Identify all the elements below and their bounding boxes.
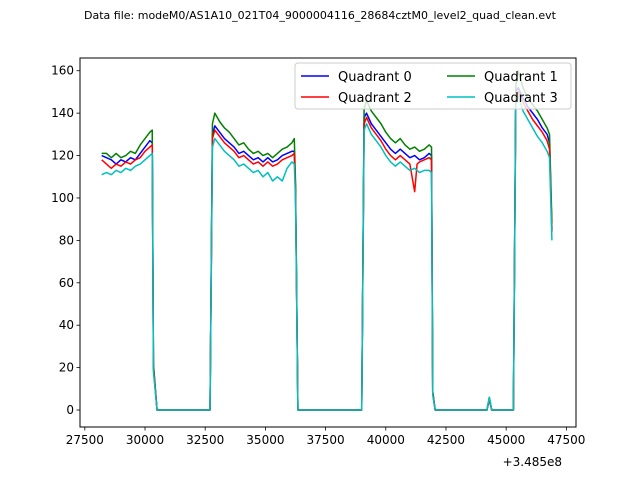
legend-label: Quadrant 1: [484, 70, 558, 85]
legend-box: [294, 62, 572, 110]
x-tick-label: 42500: [427, 433, 465, 447]
x-offset-label: +3.485e8: [503, 455, 562, 469]
x-tick-label: 40000: [367, 433, 405, 447]
x-tick-label: 35000: [246, 433, 284, 447]
plot-area: [80, 58, 576, 427]
y-tick-label: 160: [51, 64, 74, 78]
x-tick-label: 32500: [186, 433, 224, 447]
legend-label: Quadrant 3: [484, 91, 558, 106]
x-tick-label: 27500: [66, 433, 104, 447]
plot-frame: [79, 57, 577, 428]
x-tick-label: 37500: [306, 433, 344, 447]
x-tick-label: 45000: [487, 433, 525, 447]
legend-label: Quadrant 0: [338, 70, 412, 85]
y-axis: 0 20 40 60 80 100 120 140 160: [51, 64, 80, 417]
legend-label: Quadrant 2: [338, 91, 412, 106]
y-tick-label: 60: [59, 276, 74, 290]
x-tick-label: 47500: [547, 433, 585, 447]
x-tick-label: 30000: [126, 433, 164, 447]
y-tick-label: 0: [66, 403, 74, 417]
legend: Quadrant 0 Quadrant 1 Quadrant 2 Quadrant 3: [294, 62, 572, 110]
y-tick-label: 140: [51, 106, 74, 120]
x-axis: 27500 30000 32500 35000 37500 40000 42500 45000…: [66, 427, 585, 447]
y-tick-label: 120: [51, 149, 74, 163]
y-tick-label: 20: [59, 361, 74, 375]
y-tick-label: 40: [59, 318, 74, 332]
y-tick-label: 80: [59, 233, 74, 247]
y-tick-label: 100: [51, 191, 74, 205]
series-layer: [101, 69, 553, 411]
series-line-quadrant-3: [101, 95, 553, 411]
chart-title: Data file: modeM0/AS1A10_021T04_90000041…: [84, 9, 556, 22]
